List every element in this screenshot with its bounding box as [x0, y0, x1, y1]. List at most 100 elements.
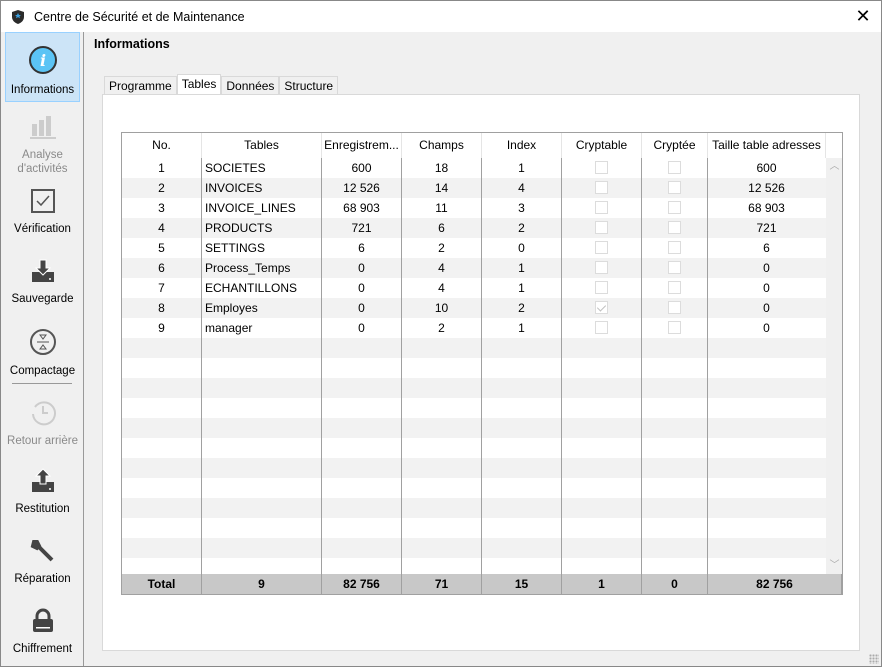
crypted-checkbox[interactable]	[668, 201, 681, 215]
table-row[interactable]: 9 manager 0 2 1 0	[122, 318, 826, 338]
table-row[interactable]	[122, 498, 826, 518]
cell-fields: 14	[434, 181, 449, 195]
wrench-icon	[5, 538, 80, 568]
cell-size: 6	[763, 241, 770, 255]
column-header[interactable]: Enregistrem...	[322, 133, 402, 158]
column-header[interactable]: Tables	[202, 133, 322, 158]
cell-fields: 4	[438, 281, 445, 295]
cryptable-checkbox[interactable]	[595, 241, 608, 255]
sidebar-item-info[interactable]: i Informations	[5, 32, 80, 102]
cell-crypted	[642, 278, 708, 298]
cell-cryptable	[562, 218, 642, 238]
cell-fields: 2	[438, 241, 445, 255]
table-row[interactable]: 1 SOCIETES 600 18 1 600	[122, 158, 826, 178]
total-fields: 71	[402, 574, 482, 594]
table-row[interactable]	[122, 418, 826, 438]
sidebar-item-wrench[interactable]: Réparation	[5, 530, 80, 592]
crypted-checkbox[interactable]	[668, 261, 681, 275]
column-header[interactable]: Taille table adresses	[708, 133, 826, 158]
cell-cryptable	[562, 298, 642, 318]
cell-records: 6	[358, 241, 365, 255]
cryptable-checkbox[interactable]	[595, 161, 608, 175]
column-header[interactable]: Cryptée	[642, 133, 708, 158]
column-header[interactable]: No.	[122, 133, 202, 158]
vertical-scrollbar[interactable]: ︿ ﹀	[826, 158, 842, 574]
cell-table: Process_Temps	[205, 261, 291, 275]
cell-table: PRODUCTS	[205, 221, 273, 235]
crypted-checkbox[interactable]	[668, 301, 681, 315]
sidebar-item-compress[interactable]: Compactage	[5, 320, 80, 382]
shield-icon	[12, 9, 24, 24]
cell-records: 0	[358, 301, 365, 315]
cell-index: 1	[518, 281, 525, 295]
cryptable-checkbox[interactable]	[595, 321, 608, 335]
tab-données[interactable]: Données	[221, 76, 280, 96]
table-row[interactable]: 7 ECHANTILLONS 0 4 1 0	[122, 278, 826, 298]
cell-fields: 4	[438, 261, 445, 275]
crypted-checkbox[interactable]	[668, 241, 681, 255]
resize-grip[interactable]	[869, 654, 879, 664]
cell-records: 0	[358, 321, 365, 335]
cryptable-checkbox[interactable]	[595, 221, 608, 235]
cryptable-checkbox[interactable]	[595, 181, 608, 195]
total-no: 9	[202, 574, 322, 594]
table-row[interactable]	[122, 438, 826, 458]
table-row[interactable]: 8 Employes 0 10 2 0	[122, 298, 826, 318]
tables-grid[interactable]: No. Tables Enregistrem... Champs Index Crypta…	[121, 132, 843, 595]
table-row[interactable]: 6 Process_Temps 0 4 1 0	[122, 258, 826, 278]
table-row[interactable]: 4 PRODUCTS 721 6 2 721	[122, 218, 826, 238]
cryptable-checkbox[interactable]	[595, 201, 608, 215]
crypted-checkbox[interactable]	[668, 221, 681, 235]
crypted-checkbox[interactable]	[668, 181, 681, 195]
table-row[interactable]	[122, 398, 826, 418]
tab-tables[interactable]: Tables	[176, 74, 222, 96]
cell-no: 1	[158, 161, 165, 175]
cell-records: 0	[358, 261, 365, 275]
cell-index: 1	[518, 321, 525, 335]
cell-index: 1	[518, 161, 525, 175]
scroll-down-icon[interactable]: ﹀	[829, 560, 840, 571]
table-row[interactable]: 5 SETTINGS 6 2 0 6	[122, 238, 826, 258]
table-row[interactable]	[122, 538, 826, 558]
column-header[interactable]: Champs	[402, 133, 482, 158]
crypted-checkbox[interactable]	[668, 281, 681, 295]
cryptable-checkbox[interactable]	[595, 301, 608, 315]
scroll-up-icon[interactable]: ︿	[829, 161, 840, 172]
sidebar-item-drive-upload[interactable]: Restitution	[5, 460, 80, 522]
sidebar-item-label: Sauvegarde	[11, 293, 74, 305]
sidebar-item-label: Réparation	[14, 573, 71, 585]
total-size: 82 756	[708, 574, 842, 594]
total-label: Total	[122, 574, 202, 594]
tab-structure[interactable]: Structure	[279, 76, 339, 96]
crypted-checkbox[interactable]	[668, 161, 681, 175]
column-header[interactable]: Cryptable	[562, 133, 642, 158]
sidebar-item-history[interactable]: Retour arrière	[5, 390, 80, 452]
table-row[interactable]	[122, 518, 826, 538]
cell-size: 0	[763, 321, 770, 335]
cryptable-checkbox[interactable]	[595, 281, 608, 295]
cell-no: 3	[158, 201, 165, 215]
cryptable-checkbox[interactable]	[595, 261, 608, 275]
sidebar-item-drive-download[interactable]: Sauvegarde	[5, 250, 80, 312]
table-row[interactable]	[122, 458, 826, 478]
tab-programme[interactable]: Programme	[104, 76, 177, 96]
title-bar: Centre de Sécurité et de Maintenance ✕	[1, 1, 881, 32]
crypted-checkbox[interactable]	[668, 321, 681, 335]
sidebar-item-bar-chart[interactable]: Analyse d'activités	[5, 106, 80, 175]
cell-no: 2	[158, 181, 165, 195]
column-header[interactable]: Index	[482, 133, 562, 158]
sidebar-item-checkbox-check[interactable]: Vérification	[5, 180, 80, 242]
table-row[interactable]	[122, 478, 826, 498]
cell-cryptable	[562, 198, 642, 218]
cell-fields: 18	[434, 161, 449, 175]
table-row[interactable]	[122, 378, 826, 398]
table-row[interactable]	[122, 358, 826, 378]
cell-crypted	[642, 178, 708, 198]
sidebar-item-lock[interactable]: Chiffrement	[5, 600, 80, 662]
table-row[interactable]: 2 INVOICES 12 526 14 4 12 526	[122, 178, 826, 198]
table-row[interactable]	[122, 338, 826, 358]
close-button[interactable]: ✕	[855, 6, 871, 26]
total-records: 82 756	[322, 574, 402, 594]
cell-cryptable	[562, 318, 642, 338]
table-row[interactable]: 3 INVOICE_LINES 68 903 11 3 68 903	[122, 198, 826, 218]
